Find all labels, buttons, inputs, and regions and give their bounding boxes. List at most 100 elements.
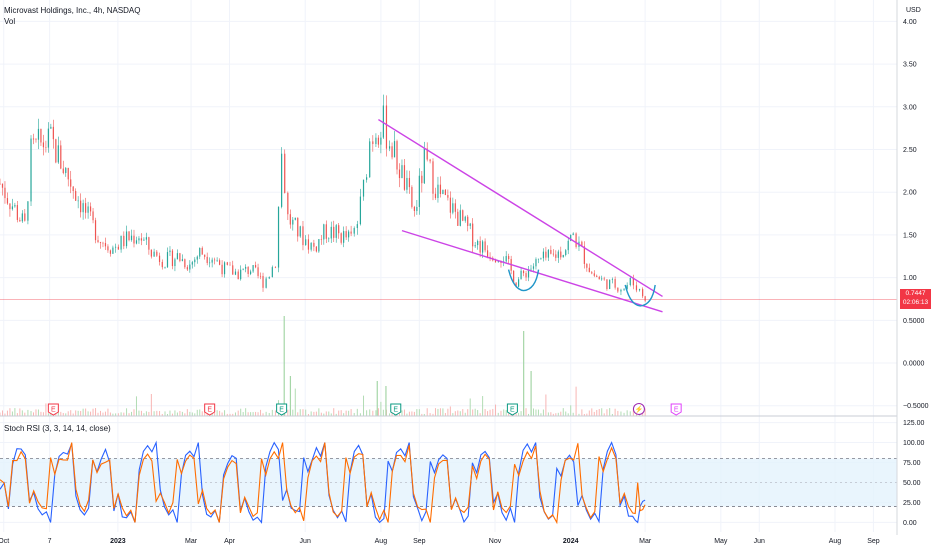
stoch-axis-label: 100.00 — [903, 440, 925, 447]
candle-body — [606, 279, 608, 289]
volume-bar — [169, 410, 171, 416]
stoch-axis-label: 75.00 — [903, 460, 921, 467]
candle-body — [35, 139, 37, 141]
volume-bar — [620, 411, 622, 416]
volume-bar — [614, 408, 616, 416]
candle-body — [520, 270, 522, 280]
volume-bar — [542, 409, 544, 416]
earnings-marker[interactable]: E — [506, 403, 518, 416]
volume-bar — [560, 411, 562, 416]
candle-body — [560, 251, 562, 258]
volume-bar — [462, 409, 464, 416]
volume-bar — [421, 413, 423, 416]
time-axis-label: Nov — [489, 538, 502, 545]
volume-bar — [557, 412, 559, 416]
earnings-flag-icon — [204, 403, 216, 416]
candle-body — [153, 251, 155, 257]
candle-body — [535, 259, 537, 267]
volume-bar — [240, 408, 242, 416]
candle-body — [9, 203, 11, 210]
candle-body — [40, 128, 42, 143]
price-axis-label: 3.50 — [903, 62, 917, 69]
volume-bar — [578, 413, 580, 416]
volume-bar — [375, 410, 377, 416]
candle-body — [416, 206, 418, 211]
candle-body — [209, 262, 211, 264]
stoch-rsi-label[interactable]: Stoch RSI (3, 3, 14, 14, close) — [4, 424, 111, 433]
earnings-marker[interactable]: E — [670, 403, 682, 416]
time-axis-label: 2023 — [110, 538, 126, 545]
volume-bar — [37, 409, 39, 416]
candle-body — [237, 271, 239, 280]
volume-bar — [575, 386, 577, 416]
price-series — [0, 94, 897, 303]
earnings-marker[interactable]: E — [390, 403, 402, 416]
volume-bar — [16, 413, 18, 416]
candle-body — [406, 177, 408, 190]
candle-body — [189, 264, 191, 270]
earnings-marker[interactable]: E — [276, 403, 288, 416]
volume-bar — [487, 411, 489, 416]
candle-body — [545, 251, 547, 258]
currency-label[interactable]: USD — [906, 7, 921, 14]
candle-body — [123, 235, 125, 247]
earnings-marker[interactable]: E — [47, 403, 59, 416]
price-badge-countdown: 02:06:13 — [902, 299, 929, 306]
candle-body — [97, 240, 99, 242]
candle-body — [603, 278, 605, 280]
volume-bar — [1, 410, 3, 416]
candle-body — [70, 179, 72, 187]
candle-body — [629, 277, 631, 286]
candle-body — [635, 285, 638, 291]
volume-bar — [377, 408, 379, 416]
volume-bar — [42, 412, 44, 416]
candle-body — [413, 206, 415, 211]
volume-bar — [586, 413, 588, 416]
candle-body — [287, 192, 289, 215]
candle-body — [318, 239, 320, 252]
volume-bar — [474, 408, 476, 416]
candle-body — [572, 233, 574, 235]
volume-bar — [14, 408, 16, 416]
candle-body — [289, 214, 291, 225]
candle-body — [617, 287, 619, 292]
volume-bar — [459, 411, 461, 416]
volume-bar — [353, 412, 355, 416]
volume-bar — [32, 412, 34, 416]
volume-bar — [606, 409, 608, 416]
volume-bar — [128, 413, 130, 416]
candle-body — [72, 186, 74, 192]
volume-bar — [184, 413, 186, 416]
volume-bar — [366, 410, 368, 416]
candle-body — [294, 217, 296, 220]
candle-body — [517, 279, 520, 287]
candle-body — [85, 203, 87, 213]
volume-bar — [224, 410, 226, 416]
volume-bar — [99, 410, 101, 416]
candle-body — [552, 253, 554, 255]
earnings-marker[interactable]: ⚡ — [632, 403, 645, 415]
candle-body — [259, 275, 262, 277]
volume-bar — [179, 411, 181, 416]
volume-bar — [159, 411, 161, 416]
volume-bar — [418, 409, 420, 416]
candle-body — [156, 251, 158, 256]
symbol-title: Microvast Holdings, Inc., 4h, NASDAQ — [4, 6, 141, 15]
volume-bar — [221, 412, 223, 416]
candle-body — [418, 175, 420, 207]
earnings-marker[interactable]: E — [204, 403, 216, 416]
candle-body — [4, 187, 6, 199]
volume-bar — [55, 413, 57, 416]
volume-bar — [24, 412, 26, 416]
earnings-marker-letter: E — [393, 407, 398, 414]
candle-body — [145, 237, 147, 240]
volume-bar — [603, 413, 605, 416]
volume-bar — [131, 411, 133, 416]
candle-body — [626, 285, 628, 289]
volume-bar — [523, 331, 525, 416]
volume-bar — [537, 409, 539, 416]
candle-body — [94, 220, 97, 241]
volume-bar — [176, 412, 178, 416]
candle-body — [37, 128, 40, 140]
